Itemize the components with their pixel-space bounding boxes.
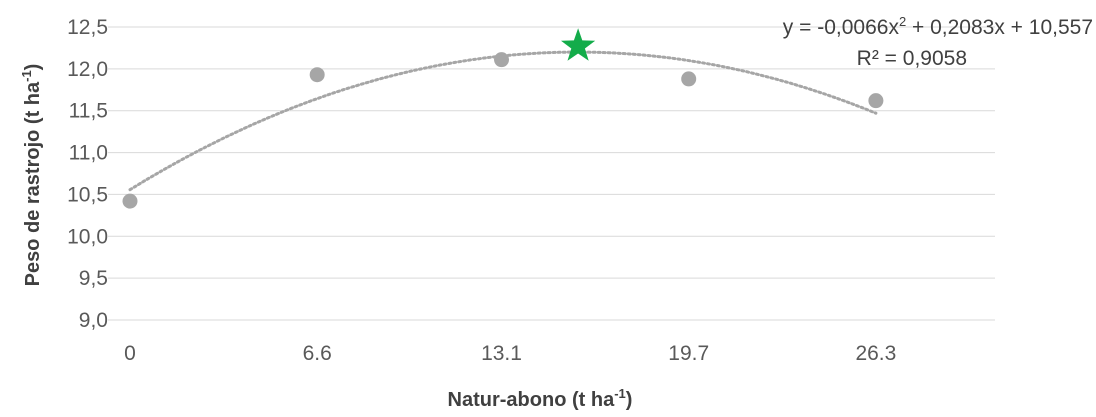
optimum-star-marker — [561, 28, 596, 61]
y-axis-title-text: Peso de rastrojo (t ha — [22, 81, 44, 286]
y-axis-tick-labels: 9,0 9,5 10,0 10,5 11,0 11,5 12,0 12,5 — [67, 16, 108, 332]
x-tick-label: 6.6 — [303, 342, 332, 365]
data-point — [122, 193, 138, 209]
y-tick-label: 11,5 — [69, 100, 108, 123]
y-tick-label: 12,0 — [67, 58, 108, 81]
x-tick-label: 13.1 — [481, 342, 522, 365]
r-squared-label: R² = 0,9058 — [857, 47, 967, 70]
y-axis-title: Peso de rastrojo (t ha-1) — [19, 64, 44, 287]
gridlines — [108, 26, 995, 321]
data-points — [122, 52, 884, 209]
y-tick-label: 10,0 — [67, 225, 108, 248]
x-axis-tick-labels: 0 6.6 13.1 19.7 26.3 — [124, 342, 896, 365]
equation-exponent: 2 — [899, 14, 906, 29]
y-axis-title-close: ) — [22, 64, 44, 71]
data-point — [681, 71, 697, 87]
x-tick-label: 19.7 — [668, 342, 709, 365]
x-axis-title-close: ) — [626, 389, 633, 411]
data-point — [309, 67, 325, 83]
x-axis-title: Natur-abono (t ha-1) — [448, 386, 633, 411]
y-tick-label: 12,5 — [67, 16, 108, 39]
x-axis-title-exponent: -1 — [614, 386, 626, 401]
y-axis-title-exponent: -1 — [19, 70, 34, 82]
x-axis-title-text: Natur-abono (t ha — [448, 389, 616, 411]
equation-main: y = -0,0066x — [783, 16, 900, 39]
trendline-equation: y = -0,0066x2 + 0,2083x + 10,557 — [783, 14, 1093, 39]
y-tick-label: 9,0 — [79, 309, 108, 332]
y-tick-label: 11,0 — [69, 142, 108, 165]
trendline — [128, 50, 878, 192]
data-point — [494, 52, 510, 68]
x-tick-label: 26.3 — [855, 342, 896, 365]
y-tick-label: 9,5 — [79, 267, 108, 290]
y-tick-label: 10,5 — [67, 183, 108, 206]
x-tick-label: 0 — [124, 342, 136, 365]
equation-rest: + 0,2083x + 10,557 — [906, 16, 1093, 39]
data-point — [868, 93, 884, 109]
